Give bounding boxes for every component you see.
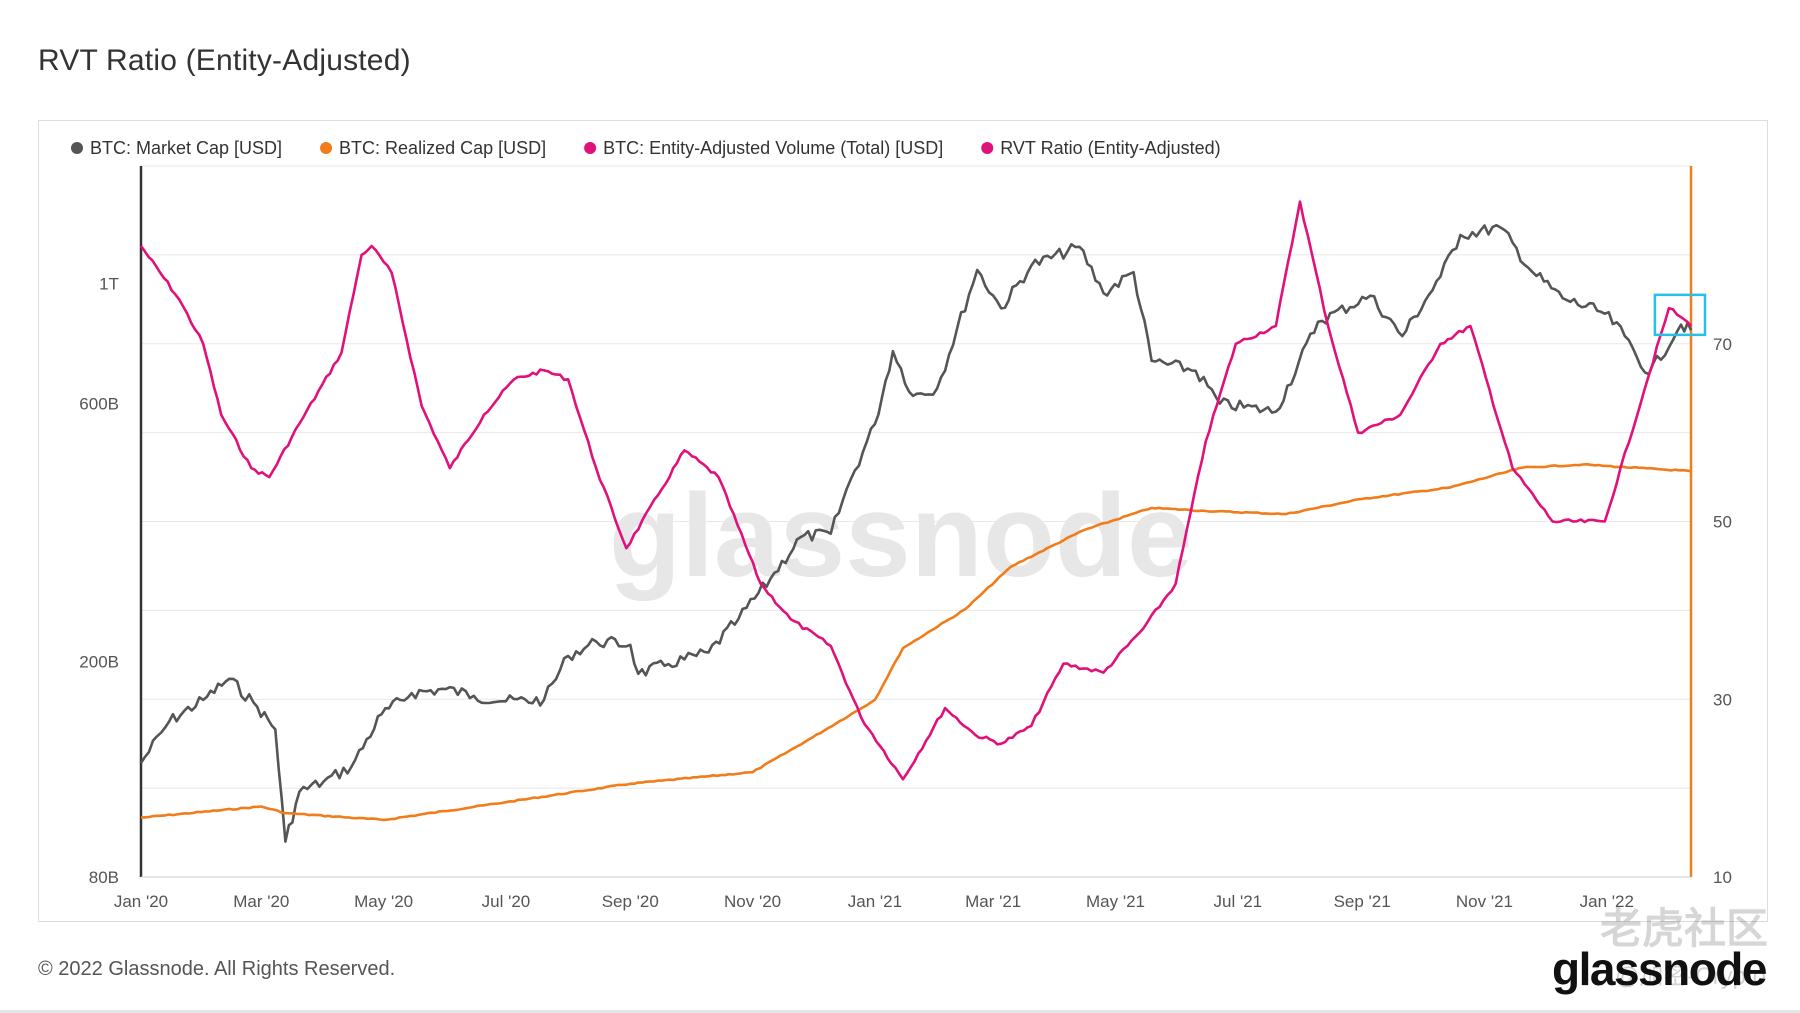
chart-legend[interactable]: BTC: Market Cap [USD] BTC: Realized Cap [… [71, 138, 1221, 158]
x-tick-label: May '21 [1086, 892, 1145, 911]
y-left-tick-label: 80B [89, 868, 119, 887]
y-right-tick-label: 10 [1713, 868, 1732, 887]
x-tick-label: Mar '21 [965, 892, 1021, 911]
annotation-layer [1653, 293, 1707, 337]
legend-item[interactable]: BTC: Market Cap [USD] [71, 138, 282, 158]
y-left-tick-label: 1T [99, 275, 119, 294]
chart-watermark: glassnode [609, 470, 1193, 602]
copyright-text: © 2022 Glassnode. All Rights Reserved. [38, 958, 396, 980]
y-right-tick-label: 30 [1713, 690, 1732, 709]
chart-container[interactable]: glassnode 80B 200B 600B 1T 10 30 50 70 Jan '20 Ma… [38, 120, 1768, 922]
y-right-tick-label: 70 [1713, 335, 1732, 354]
x-tick-label: Sep '20 [602, 892, 659, 911]
legend-item[interactable]: RVT Ratio (Entity-Adjusted) [981, 138, 1221, 158]
series-layer [139, 200, 1693, 843]
axis-layer: 80B 200B 600B 1T 10 30 50 70 Jan '20 Mar '20 May '… [79, 166, 1732, 911]
page-title: RVT Ratio (Entity-Adjusted) [38, 44, 411, 77]
legend-label: RVT Ratio (Entity-Adjusted) [1000, 138, 1220, 158]
x-tick-label: Jan '21 [848, 892, 902, 911]
legend-label: BTC: Entity-Adjusted Volume (Total) [USD… [603, 138, 943, 158]
legend-label: BTC: Realized Cap [USD] [339, 138, 546, 158]
x-tick-label: Jan '22 [1580, 892, 1634, 911]
market-cap-line [139, 223, 1693, 843]
legend-dot-icon [584, 142, 597, 154]
glassnode-logo: glassnode [1551, 943, 1768, 995]
rvt-ratio-line [139, 200, 1692, 781]
x-tick-label: Mar '20 [233, 892, 289, 911]
legend-dot-icon [981, 142, 994, 154]
x-tick-label: Jan '20 [114, 892, 168, 911]
legend-dot-icon [71, 142, 83, 154]
x-tick-label: Nov '20 [724, 892, 781, 911]
highlight-box [1653, 293, 1707, 337]
y-left-tick-label: 200B [79, 653, 119, 672]
bottom-divider [0, 1010, 1800, 1013]
x-tick-label: May '20 [354, 892, 413, 911]
x-tick-label: Jul '20 [482, 892, 531, 911]
community-watermark: 老虎社区 [1599, 905, 1768, 952]
y-right-tick-label: 50 [1713, 513, 1732, 532]
realized-cap-line [140, 462, 1692, 822]
legend-item[interactable]: BTC: Realized Cap [USD] [320, 138, 546, 158]
legend-item[interactable]: BTC: Entity-Adjusted Volume (Total) [USD… [584, 138, 943, 158]
legend-label: BTC: Market Cap [USD] [90, 138, 282, 158]
x-tick-label: Nov '21 [1456, 892, 1513, 911]
x-tick-label: Jul '21 [1214, 892, 1263, 911]
grid-layer [141, 165, 1691, 878]
y-left-tick-label: 600B [79, 395, 119, 414]
legend-dot-icon [320, 142, 333, 154]
x-tick-label: Sep '21 [1334, 892, 1391, 911]
chart-svg[interactable]: glassnode 80B 200B 600B 1T 10 30 50 70 Jan '20 Ma… [39, 121, 1767, 921]
community-handle: @加密-Crypto [1614, 963, 1766, 990]
